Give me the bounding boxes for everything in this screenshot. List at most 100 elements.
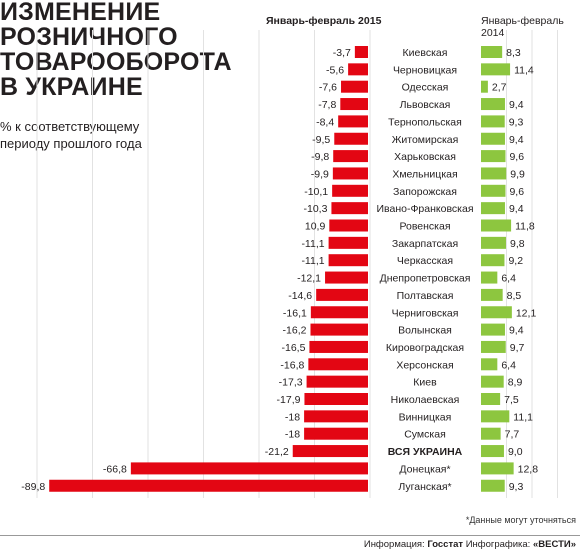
- value-label-2015: -21,2: [265, 446, 289, 458]
- category-label: Ивано-Франковская: [376, 203, 473, 215]
- bar-2014: [481, 80, 488, 93]
- value-label-2015: -9,5: [312, 134, 330, 146]
- value-label-2014: 9,3: [509, 481, 524, 493]
- category-label: Днепропетровская: [380, 273, 471, 285]
- value-label-2014: 12,1: [516, 307, 537, 319]
- category-label: Луганская*: [398, 481, 451, 493]
- value-label-2015: -9,8: [311, 151, 329, 163]
- category-label: Львовская: [400, 99, 451, 111]
- footer: Информация: Госстат Инфографика: «ВЕСТИ»: [0, 535, 580, 553]
- bar-2015: [332, 184, 368, 197]
- value-label-2014: 9,0: [508, 446, 523, 458]
- value-label-2014: 8,5: [507, 290, 522, 302]
- category-label: Киевская: [403, 47, 448, 59]
- graphics-label: Инфографика:: [465, 539, 531, 550]
- bar-2014: [481, 98, 505, 111]
- bar-2014: [481, 202, 505, 215]
- value-label-2015: -89,8: [21, 481, 45, 493]
- bar-2015: [306, 375, 368, 388]
- bar-2014: [481, 184, 506, 197]
- bar-2015: [328, 236, 368, 249]
- bar-2015: [304, 410, 368, 423]
- value-label-2014: 9,3: [509, 116, 524, 128]
- value-label-2015: -16,5: [281, 342, 305, 354]
- subtitle-line: периоду прошлого года: [0, 136, 142, 151]
- value-label-2014: 7,7: [505, 429, 520, 441]
- bar-2015: [348, 63, 368, 76]
- bar-2014: [481, 271, 498, 284]
- bar-2014: [481, 150, 506, 163]
- value-label-2014: 9,4: [509, 134, 524, 146]
- value-label-2014: 11,4: [514, 64, 534, 76]
- category-label: Сумская: [404, 429, 446, 441]
- bar-2014: [481, 306, 512, 319]
- category-label: Волынская: [398, 325, 452, 337]
- bar-2014: [481, 462, 514, 475]
- bar-2014: [481, 219, 512, 232]
- category-label: Харьковская: [394, 151, 456, 163]
- bar-2015: [49, 479, 369, 492]
- bar-2015: [340, 98, 368, 111]
- series-2015-header: Январь-февраль 2015: [266, 15, 382, 27]
- value-label-2015: -7,8: [318, 99, 336, 111]
- value-label-2014: 7,5: [504, 394, 519, 406]
- bar-2015: [308, 358, 368, 371]
- bar-2015: [328, 254, 368, 267]
- bar-2014: [481, 323, 505, 336]
- value-label-2015: -12,1: [297, 273, 321, 285]
- bar-2014: [481, 479, 505, 492]
- value-label-2014: 12,8: [518, 463, 539, 475]
- category-label: Винницкая: [399, 411, 452, 423]
- value-label-2014: 9,7: [510, 342, 525, 354]
- bar-2015: [316, 288, 368, 301]
- chart-subtitle: % к соответствующему периоду прошлого го…: [0, 118, 240, 152]
- value-label-2014: 8,9: [508, 377, 523, 389]
- value-label-2015: -10,1: [304, 186, 328, 198]
- value-label-2014: 9,4: [509, 203, 524, 215]
- value-label-2015: -8,4: [316, 116, 334, 128]
- value-label-2015: -16,2: [283, 325, 307, 337]
- bar-2014: [481, 410, 510, 423]
- value-label-2015: -17,3: [279, 377, 303, 389]
- bar-2014: [481, 393, 501, 405]
- value-label-2015: 10,9: [305, 221, 326, 233]
- value-label-2014: 9,4: [509, 325, 524, 337]
- bar-2015: [329, 219, 368, 232]
- value-label-2014: 11,1: [513, 411, 533, 423]
- value-label-2014: 11,8: [515, 221, 535, 233]
- footer-rule: [0, 535, 580, 536]
- category-label: Черкасская: [397, 255, 453, 267]
- value-label-2014: 9,6: [509, 186, 524, 198]
- bar-2015: [130, 462, 368, 475]
- value-label-2015: -66,8: [103, 463, 127, 475]
- value-label-2015: -16,8: [280, 359, 304, 371]
- value-label-2014: 8,3: [506, 47, 521, 59]
- category-label: ВСЯ УКРАИНА: [388, 446, 463, 458]
- bar-2015: [338, 115, 368, 128]
- category-label: Херсонская: [396, 359, 453, 371]
- category-label: Закарпатская: [392, 238, 458, 250]
- category-label: Одесская: [402, 82, 449, 94]
- bar-2015: [309, 340, 368, 353]
- bar-2014: [481, 167, 507, 180]
- value-label-2014: 6,4: [501, 273, 516, 285]
- bar-2015: [334, 132, 368, 145]
- bar-2014: [481, 288, 503, 301]
- graphics-name: «ВЕСТИ»: [532, 539, 576, 550]
- value-label-2015: -11,1: [301, 255, 324, 267]
- bar-2014: [481, 132, 505, 145]
- footnote: *Данные могут уточняться: [465, 515, 576, 525]
- value-label-2014: 6,4: [501, 359, 516, 371]
- category-label: Житомирская: [392, 134, 459, 146]
- bar-2015: [304, 393, 368, 405]
- bar-2014: [481, 427, 501, 440]
- source-name: Госстат: [427, 539, 464, 550]
- value-label-2014: 9,4: [509, 99, 524, 111]
- bar-2014: [481, 115, 505, 128]
- value-label-2014: 2,7: [492, 82, 507, 94]
- category-label: Хмельницкая: [392, 168, 457, 180]
- category-label: Черниговская: [392, 307, 459, 319]
- title-line: ИЗМЕНЕНИЕ: [0, 0, 161, 26]
- bar-2015: [341, 80, 368, 93]
